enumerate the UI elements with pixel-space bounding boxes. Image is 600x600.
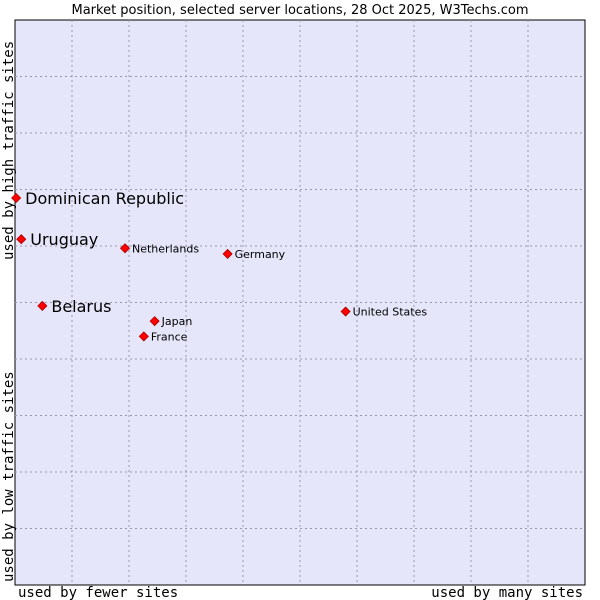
x-axis-label-high: used by many sites (431, 585, 583, 600)
grid (15, 20, 585, 585)
y-axis-label-low: used by low traffic sites (1, 371, 17, 582)
x-axis-label-low: used by fewer sites (18, 585, 178, 600)
point-label-united-states: United States (353, 306, 428, 319)
point-label-france: France (151, 330, 188, 343)
point-belarus (37, 300, 48, 311)
point-label-dominican-republic: Dominican Republic (25, 189, 184, 208)
point-label-belarus: Belarus (51, 297, 111, 316)
point-label-uruguay: Uruguay (30, 230, 98, 249)
y-axis-label-high: used by high traffic sites (1, 41, 17, 260)
point-label-netherlands: Netherlands (132, 242, 199, 255)
point-germany (222, 248, 233, 259)
point-japan (149, 316, 160, 327)
point-label-germany: Germany (235, 248, 286, 261)
point-label-japan: Japan (161, 315, 193, 328)
data-points: Dominican Republic Uruguay Belarus Netherla… (11, 189, 428, 343)
point-france (138, 331, 149, 342)
point-dominican-republic (11, 192, 22, 204)
point-united-states (340, 306, 351, 317)
point-uruguay (16, 234, 27, 245)
chart-title: Market position, selected server locatio… (71, 3, 528, 18)
point-netherlands (119, 243, 131, 254)
